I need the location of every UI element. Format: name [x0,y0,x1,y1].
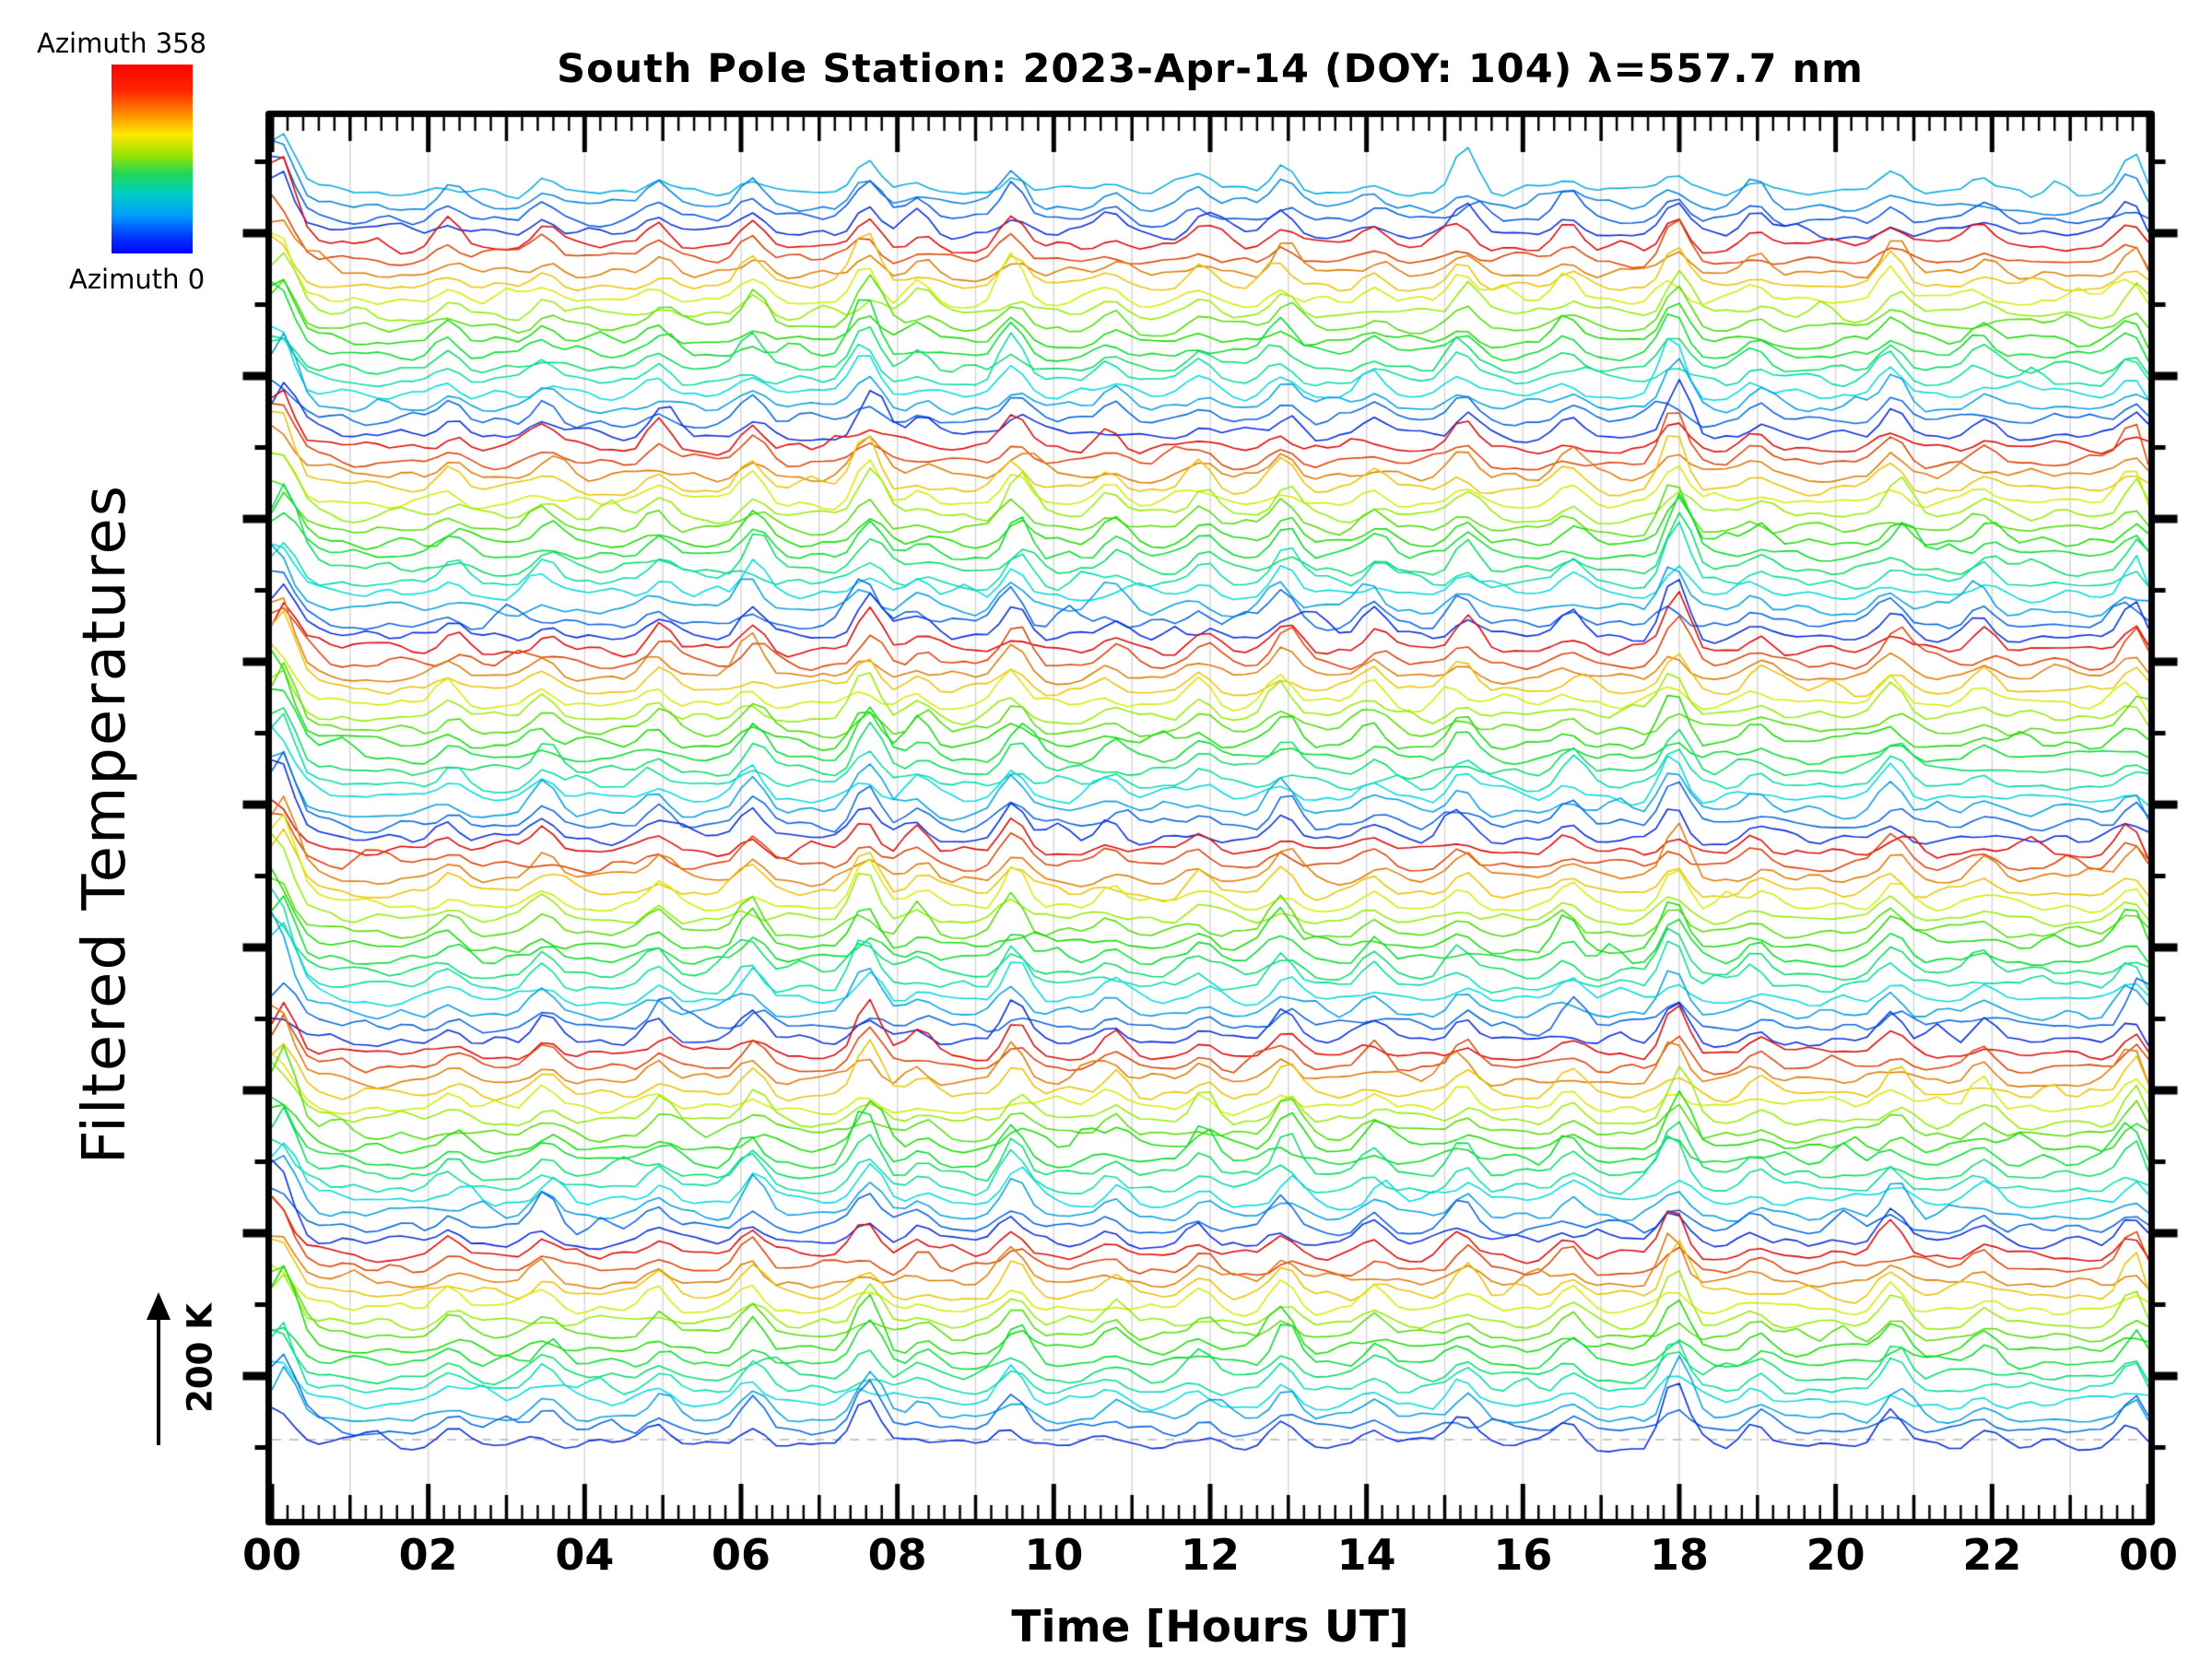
x-tick-label: 08 [867,1530,927,1580]
y-axis-label: Filtered Temperatures [71,483,139,1165]
colorbar-min-label: Azimuth 0 [69,264,206,295]
azimuth-colorbar [112,65,193,253]
x-tick-label: 00 [2118,1530,2178,1580]
x-tick-label: 02 [398,1530,458,1580]
x-tick-label: 04 [555,1530,615,1580]
chart-title: South Pole Station: 2023-Apr-14 (DOY: 10… [557,46,1864,92]
x-tick-label: 20 [1806,1530,1865,1580]
x-tick-label: 06 [711,1530,771,1580]
x-tick-label: 12 [1180,1530,1240,1580]
scale-bar-label: 200 K [180,1303,220,1413]
x-tick-label: 18 [1649,1530,1709,1580]
x-tick-label: 22 [1962,1530,2022,1580]
scale-arrow-icon [147,1292,171,1445]
colorbar-max-label: Azimuth 358 [37,28,207,59]
x-axis-label: Time [Hours UT] [1011,1602,1409,1653]
x-tick-label: 16 [1493,1530,1553,1580]
x-tick-label: 00 [241,1530,301,1580]
x-tick-label: 10 [1024,1530,1084,1580]
x-tick-label: 14 [1336,1530,1396,1580]
